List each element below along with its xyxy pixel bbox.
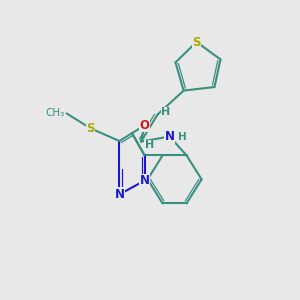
Text: N: N <box>114 188 124 201</box>
Text: H: H <box>178 132 187 142</box>
Text: O: O <box>140 119 150 132</box>
Text: H: H <box>145 140 154 150</box>
Text: CH₃: CH₃ <box>45 108 64 118</box>
Text: N: N <box>140 174 150 187</box>
Text: N: N <box>164 130 175 143</box>
Text: H: H <box>161 107 170 117</box>
Text: S: S <box>86 122 95 135</box>
Text: S: S <box>192 35 201 49</box>
